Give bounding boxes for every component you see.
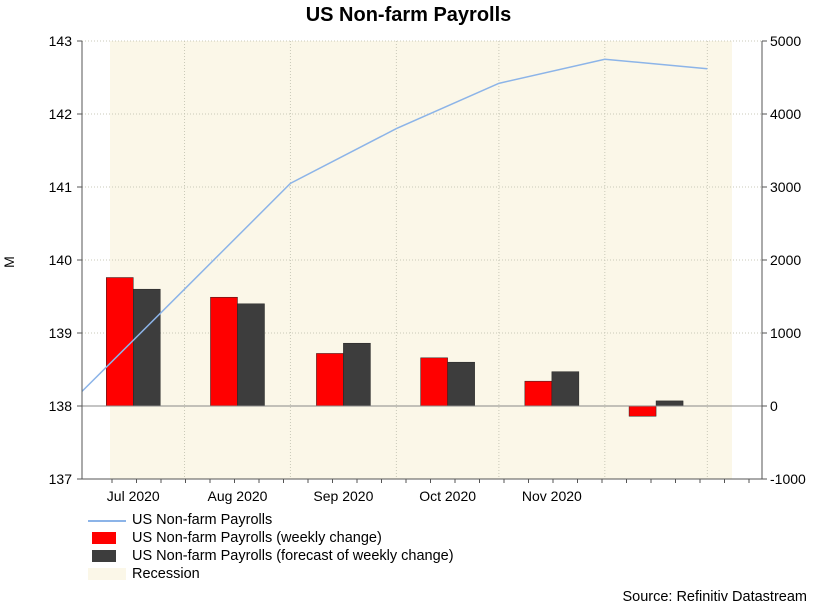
- bar-weekly-change: [316, 353, 344, 407]
- legend-label: US Non-farm Payrolls (weekly change): [132, 530, 382, 546]
- y-right-tick-label: 5000: [770, 33, 801, 49]
- bar-forecast: [551, 371, 580, 407]
- y-right-tick-label: 3000: [770, 179, 801, 195]
- tick-labels: 137 138 139 140 141 142 143 -1000 0 1000 2000 3000 4…: [49, 33, 806, 504]
- bar-weekly-change: [628, 405, 657, 417]
- y-right-tick-label: 1000: [770, 325, 801, 341]
- legend-label: US Non-farm Payrolls (forecast of weekly…: [132, 548, 454, 564]
- legend-swatch-red: [92, 532, 116, 544]
- bar-forecast: [447, 361, 475, 407]
- axes: [77, 40, 767, 483]
- y-right-tick-label: 4000: [770, 106, 801, 122]
- x-tick-label: Oct 2020: [419, 488, 476, 504]
- y-right-tick-label: 2000: [770, 252, 801, 268]
- y-left-tick-label: 140: [49, 252, 73, 268]
- y-left-tick-label: 137: [49, 471, 73, 487]
- legend-swatch-dark: [92, 550, 116, 562]
- y-axis-label: M: [1, 256, 17, 268]
- series-line-payrolls: [81, 58, 708, 392]
- legend-swatch-recession: [88, 568, 126, 580]
- x-tick-label: Jul 2020: [107, 488, 160, 504]
- bar-weekly-change: [420, 357, 448, 407]
- source-note: Source: Refinitiv Datastream: [622, 589, 807, 605]
- chart-title: US Non-farm Payrolls: [305, 4, 512, 26]
- y-left-tick-label: 142: [49, 106, 73, 122]
- bar-forecast: [343, 342, 371, 407]
- y-left-tick-label: 138: [49, 398, 73, 414]
- bar-forecast: [237, 303, 265, 407]
- bar-weekly-change: [106, 277, 134, 407]
- bars: [106, 277, 684, 417]
- x-tick-label: Nov 2020: [522, 488, 582, 504]
- bar-forecast: [655, 400, 684, 407]
- bar-forecast: [133, 288, 161, 407]
- y-left-tick-label: 143: [49, 33, 73, 49]
- y-left-tick-label: 139: [49, 325, 73, 341]
- y-left-tick-label: 141: [49, 179, 73, 195]
- x-tick-label: Sep 2020: [313, 488, 373, 504]
- y-right-tick-label: -1000: [770, 471, 806, 487]
- legend-label: US Non-farm Payrolls: [132, 512, 273, 528]
- y-right-tick-label: 0: [770, 398, 778, 414]
- bar-weekly-change: [210, 296, 238, 407]
- bar-weekly-change: [524, 380, 553, 407]
- legend-label: Recession: [132, 566, 200, 582]
- x-tick-label: Aug 2020: [208, 488, 268, 504]
- legend-swatch-line: [88, 520, 126, 522]
